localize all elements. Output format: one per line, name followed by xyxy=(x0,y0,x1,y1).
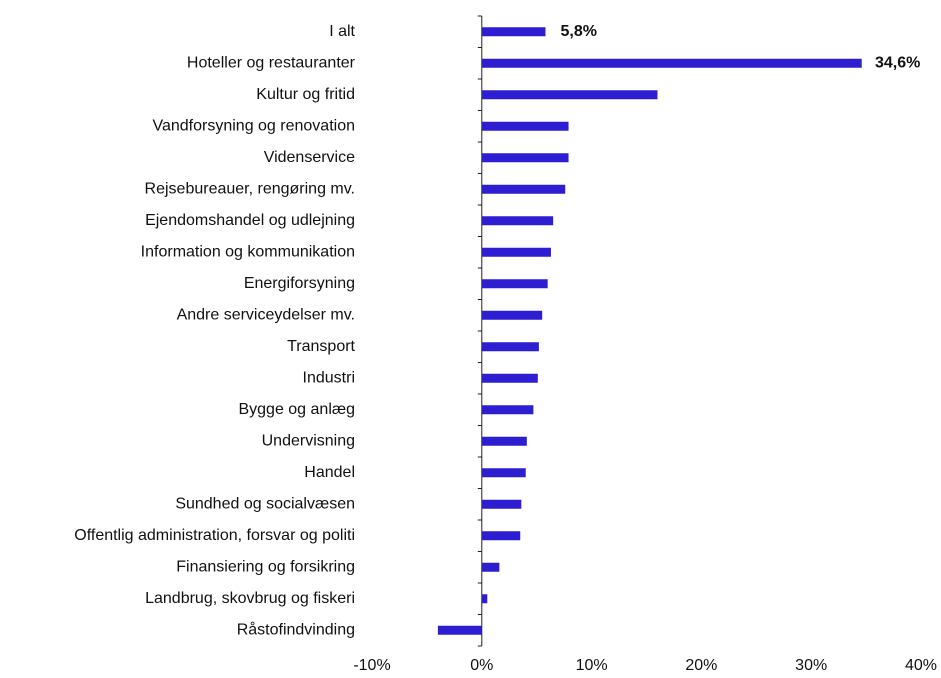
category-label: Videnservice xyxy=(264,149,355,166)
x-tick-label: 0% xyxy=(470,657,493,674)
category-label: Finansiering og forsikring xyxy=(176,558,355,575)
category-label: Råstofindvinding xyxy=(237,620,355,638)
category-label: Offentlig administration, forsvar og pol… xyxy=(74,527,355,544)
bar xyxy=(481,27,546,37)
category-label: Transport xyxy=(287,338,355,355)
bar xyxy=(481,468,526,478)
category-label: Vandforsyning og renovation xyxy=(152,117,355,134)
bar xyxy=(481,373,538,383)
value-label: 34,6% xyxy=(875,54,920,71)
category-label: Andre serviceydelser mv. xyxy=(177,306,355,323)
category-label: Handel xyxy=(304,464,355,481)
bar xyxy=(481,594,488,604)
category-label: Ejendomshandel og udlejning xyxy=(145,212,355,229)
bar xyxy=(481,90,658,100)
category-label: Information og kommunikation xyxy=(141,243,355,260)
value-label: 5,8% xyxy=(560,23,596,40)
bar xyxy=(481,247,551,257)
x-tick-label: 10% xyxy=(576,657,608,674)
bar xyxy=(481,184,566,194)
bar xyxy=(437,625,482,635)
bar xyxy=(481,216,554,226)
category-label: Hoteller og restauranter xyxy=(187,54,356,71)
bar xyxy=(481,499,522,509)
bar xyxy=(481,58,862,68)
bar xyxy=(481,153,569,163)
bar xyxy=(481,121,569,131)
bar xyxy=(481,405,534,415)
x-tick-label: 20% xyxy=(685,657,717,674)
category-label: Kultur og fritid xyxy=(256,86,355,103)
bar xyxy=(481,342,539,352)
bar xyxy=(481,436,527,446)
bar xyxy=(481,562,500,572)
x-tick-label: 40% xyxy=(905,657,937,674)
category-label: Landbrug, skovbrug og fiskeri xyxy=(145,590,355,607)
category-label: Energiforsyning xyxy=(244,275,355,292)
category-label: Sundhed og socialvæsen xyxy=(175,495,355,512)
bar xyxy=(481,279,548,289)
x-tick-label: -10% xyxy=(353,657,390,674)
category-label: I alt xyxy=(329,23,355,40)
bar xyxy=(481,531,521,541)
category-label: Bygge og anlæg xyxy=(238,401,355,418)
bar xyxy=(481,310,543,320)
x-tick-label: 30% xyxy=(795,657,827,674)
category-label: Rejsebureauer, rengøring mv. xyxy=(145,180,355,197)
category-label: Undervisning xyxy=(262,432,355,449)
category-label: Industri xyxy=(303,369,355,386)
